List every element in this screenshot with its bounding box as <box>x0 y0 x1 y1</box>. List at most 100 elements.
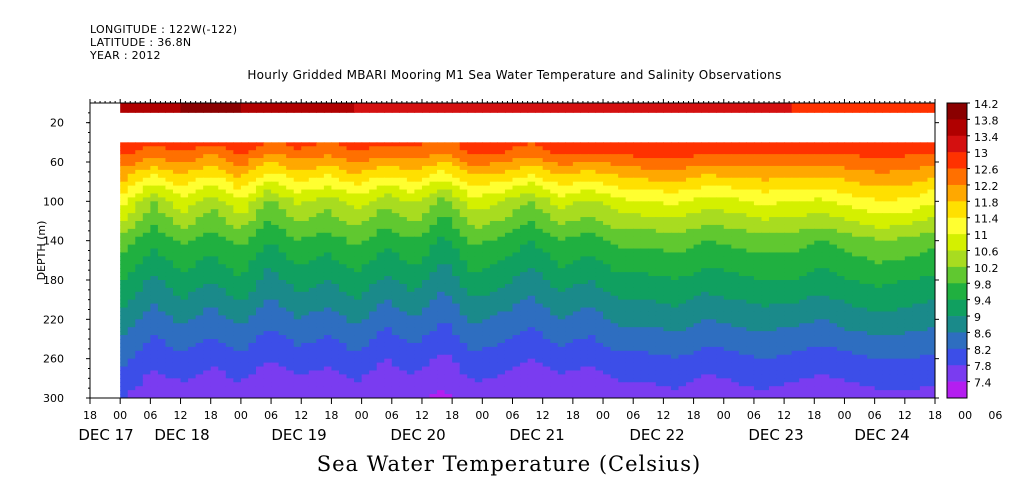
field-cell <box>806 283 815 289</box>
field-cell <box>814 256 823 261</box>
field-cell <box>271 201 280 206</box>
field-cell <box>474 307 483 313</box>
field-cell <box>127 185 136 191</box>
field-cell <box>444 146 453 151</box>
field-cell <box>633 272 642 277</box>
field-cell <box>882 181 891 187</box>
field-cell <box>512 236 521 242</box>
field-cell <box>233 295 242 301</box>
field-cell <box>195 165 204 171</box>
field-cell <box>414 205 423 210</box>
field-cell <box>437 276 446 281</box>
field-cell <box>882 244 891 250</box>
field-cell <box>323 189 333 195</box>
field-cell <box>678 295 687 301</box>
field-cell <box>150 205 159 210</box>
field-cell <box>263 303 272 309</box>
field-cell <box>791 224 800 230</box>
field-cell <box>165 221 174 226</box>
field-cell <box>836 165 846 171</box>
field-cell <box>406 165 416 171</box>
field-cell <box>323 209 333 214</box>
field-cell <box>836 264 846 269</box>
field-cell <box>859 311 868 316</box>
field-cell <box>791 228 800 234</box>
field-cell <box>655 295 664 301</box>
field-cell <box>919 213 929 218</box>
field-cell <box>633 142 642 147</box>
field-cell <box>927 248 935 254</box>
field-cell <box>927 158 935 163</box>
field-cell <box>316 299 325 305</box>
field-cell <box>286 181 295 187</box>
field-cell <box>716 276 725 281</box>
field-cell <box>595 303 604 309</box>
field-cell <box>316 173 325 179</box>
field-cell <box>587 205 597 210</box>
field-cell <box>618 165 627 171</box>
field-cell <box>489 224 499 230</box>
field-cell <box>618 295 627 301</box>
field-cell <box>912 162 921 167</box>
field-cell <box>240 193 250 198</box>
field-cell <box>776 213 785 218</box>
field-cell <box>210 205 219 210</box>
field-cell <box>278 311 287 316</box>
field-cell <box>836 248 846 254</box>
field-cell <box>233 236 242 242</box>
field-cell <box>565 276 574 281</box>
field-cell <box>338 236 348 242</box>
field-cell <box>346 173 355 179</box>
field-cell <box>399 142 408 147</box>
field-cell <box>859 295 868 301</box>
field-cell <box>142 252 151 257</box>
field-cell <box>776 299 785 305</box>
field-cell <box>225 244 234 250</box>
field-cell <box>852 146 861 151</box>
field-cell <box>512 165 521 171</box>
field-cell <box>919 228 929 234</box>
field-cell <box>286 319 295 324</box>
field-cell <box>157 169 167 175</box>
field-cell <box>618 189 627 195</box>
field-cell <box>527 173 536 179</box>
field-cell <box>859 165 868 171</box>
field-cell <box>127 256 136 261</box>
field-cell <box>927 142 935 147</box>
field-cell <box>580 158 589 163</box>
field-cell <box>806 299 815 305</box>
field-cell <box>150 173 159 179</box>
field-cell <box>723 236 732 242</box>
field-cell <box>135 303 144 309</box>
field-cell <box>686 264 695 269</box>
field-cell <box>882 299 891 305</box>
field-cell <box>836 158 846 163</box>
field-cell <box>542 173 551 179</box>
field-cell <box>919 256 929 261</box>
field-cell <box>557 232 566 238</box>
field-cell <box>580 228 589 234</box>
field-cell <box>203 150 212 155</box>
field-cell <box>618 193 627 198</box>
field-cell <box>572 252 582 257</box>
field-cell <box>603 228 612 234</box>
field-cell <box>323 240 333 246</box>
field-cell <box>633 181 642 187</box>
field-cell <box>248 256 257 261</box>
field-cell <box>889 272 898 277</box>
field-cell <box>489 303 499 309</box>
field-cell <box>497 185 506 191</box>
field-cell <box>897 232 906 238</box>
field-cell <box>135 248 144 254</box>
field-cell <box>670 228 680 234</box>
field-cell <box>218 158 227 163</box>
field-cell <box>135 319 144 324</box>
field-cell <box>497 240 506 246</box>
field-cell <box>565 280 574 285</box>
field-cell <box>172 181 182 187</box>
field-cell <box>557 272 566 277</box>
field-cell <box>248 244 257 250</box>
field-cell <box>663 311 672 316</box>
field-cell <box>233 248 242 254</box>
field-cell <box>120 252 129 257</box>
